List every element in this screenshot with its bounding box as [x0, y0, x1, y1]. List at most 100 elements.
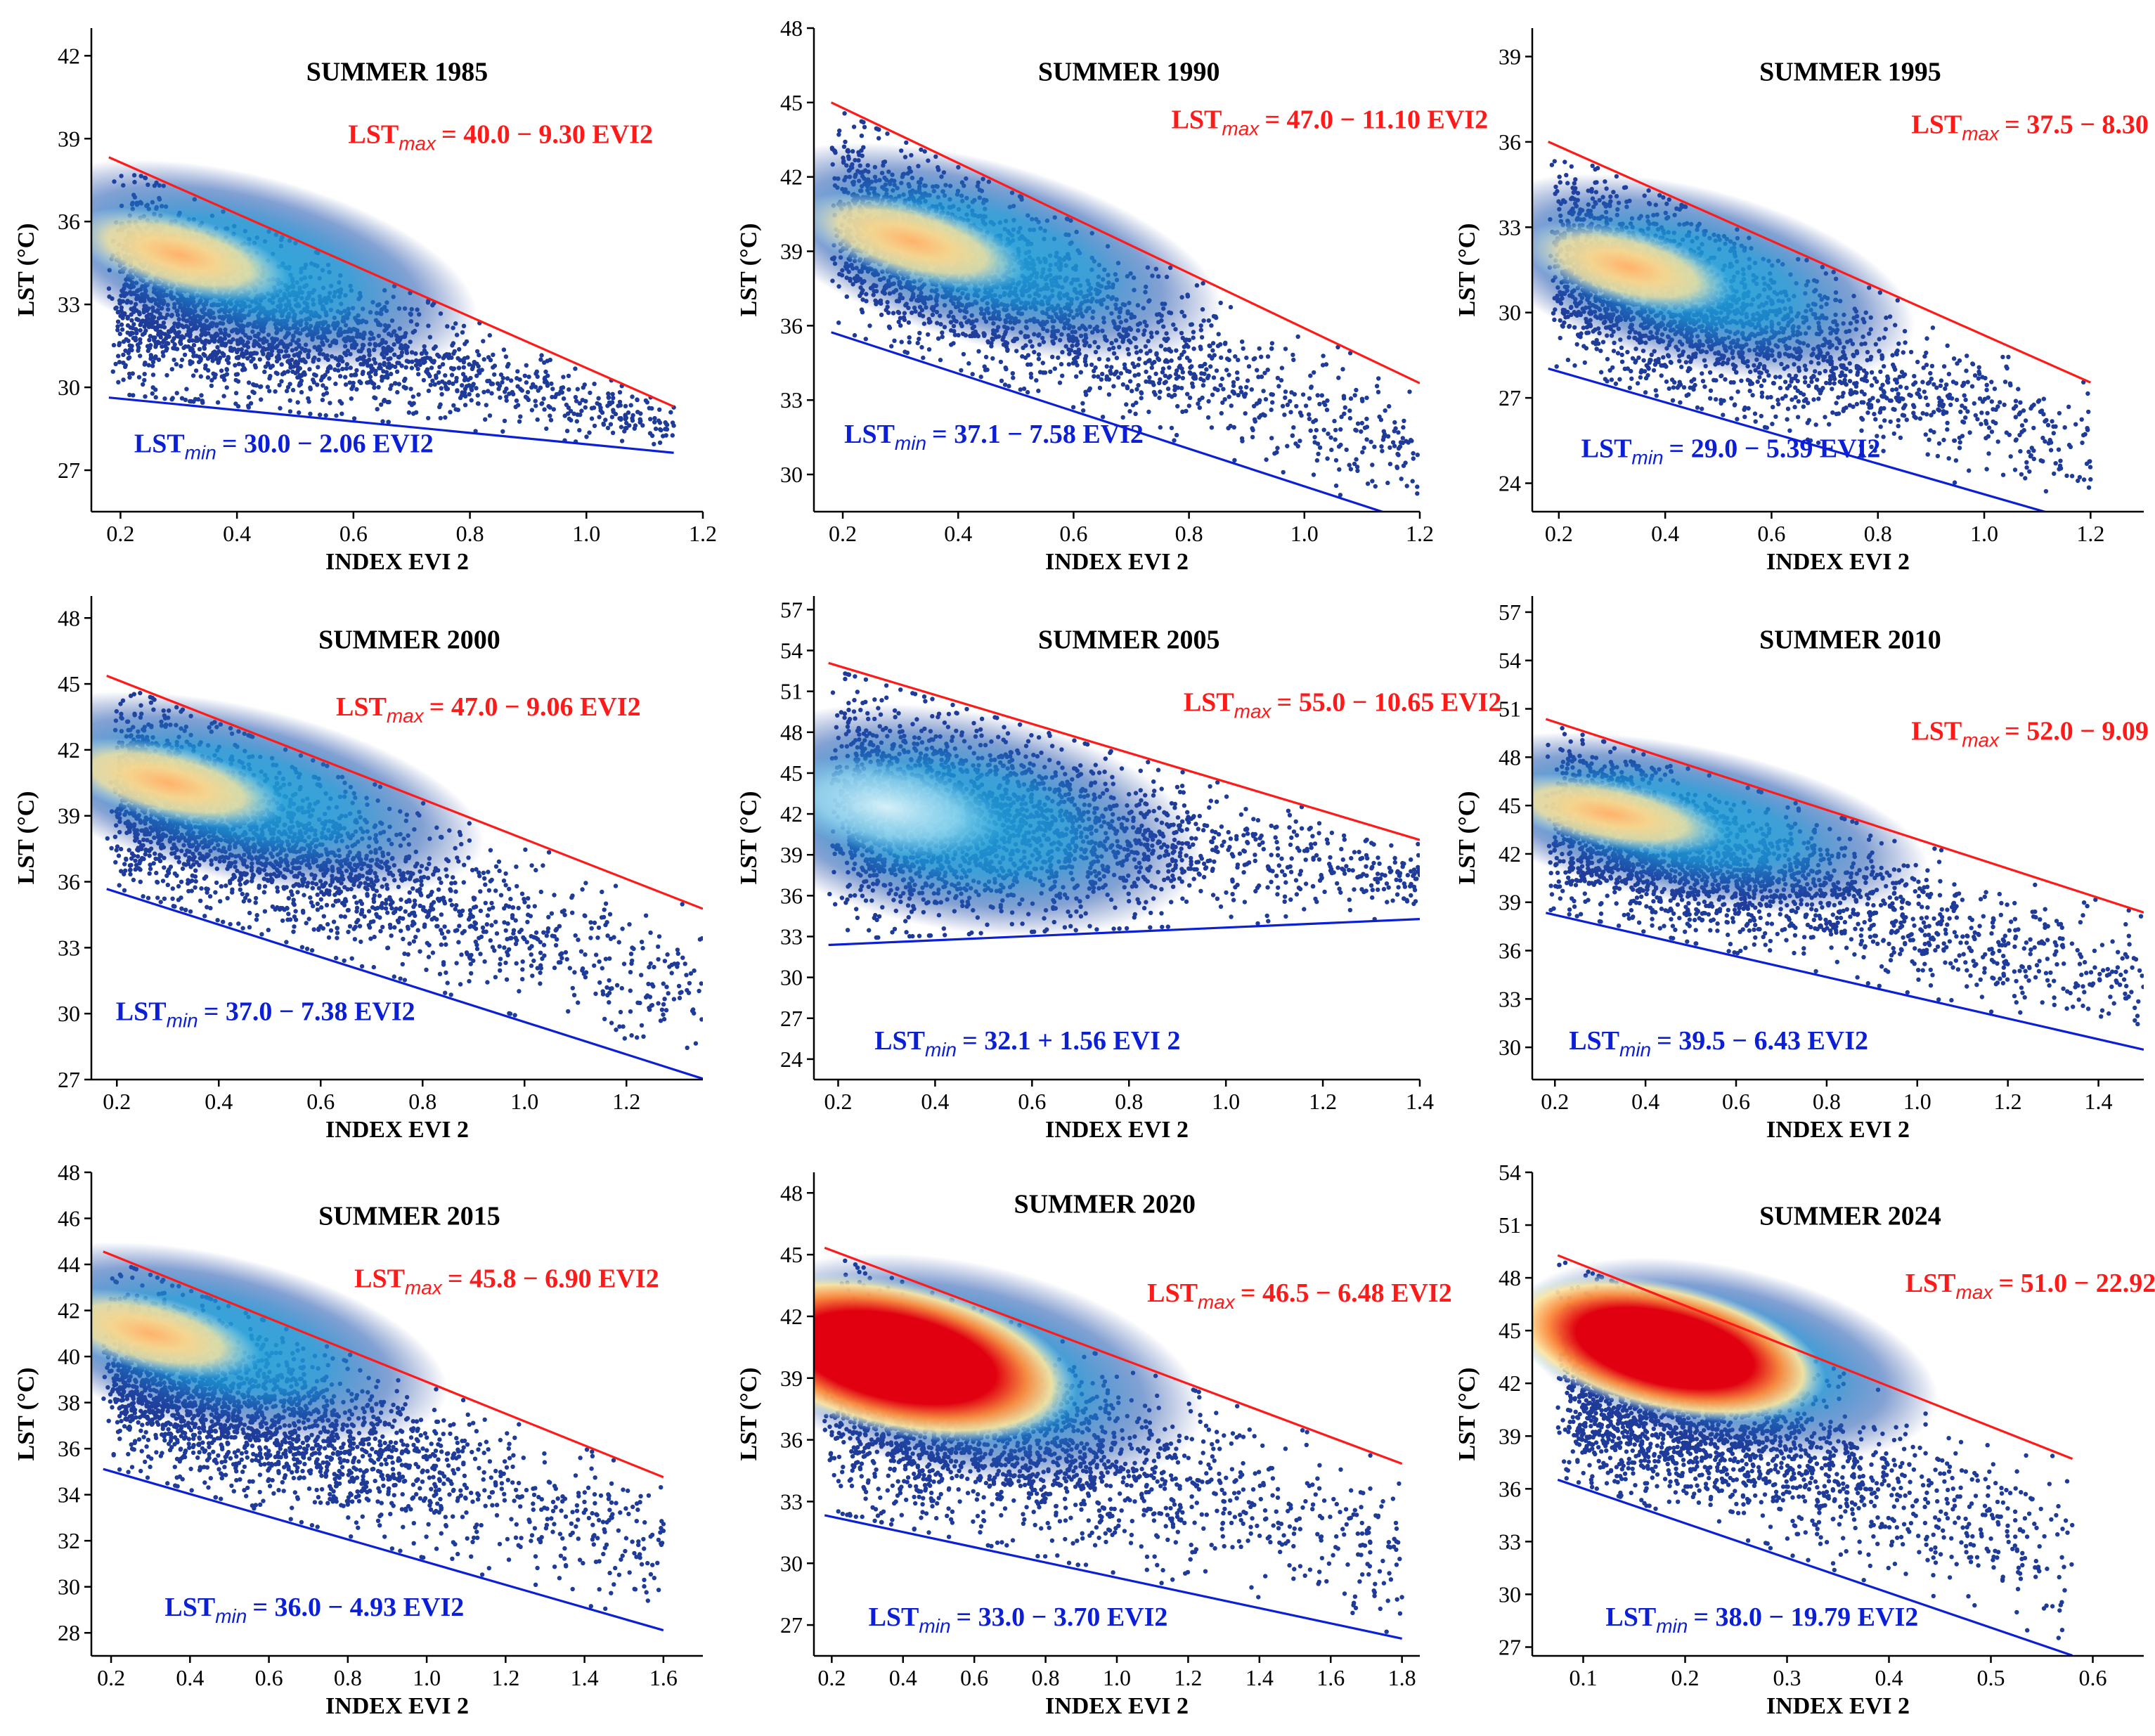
scatter-point: [536, 388, 541, 393]
scatter-point: [1222, 397, 1227, 402]
scatter-point: [409, 365, 415, 370]
scatter-point: [127, 375, 132, 380]
panel-title: SUMMER 1985: [306, 58, 488, 87]
scatter-point: [1207, 343, 1212, 348]
scatter-point: [1370, 462, 1375, 467]
scatter-point: [1376, 376, 1381, 381]
scatter-point: [190, 373, 196, 378]
scatter-point: [214, 353, 219, 358]
scatter-point: [277, 382, 282, 388]
scatter-point: [898, 323, 903, 328]
scatter-point: [611, 396, 616, 401]
scatter-point: [592, 382, 597, 387]
scatter-point: [861, 119, 866, 125]
scatter-point: [619, 417, 623, 422]
scatter-point: [1337, 467, 1342, 472]
scatter-point: [313, 373, 318, 378]
scatter-point: [178, 339, 183, 345]
scatter-point: [926, 332, 931, 337]
scatter-point: [610, 391, 615, 396]
scatter-point: [437, 365, 442, 370]
scatter-point: [502, 418, 507, 423]
scatter-point: [449, 373, 455, 377]
scatter-point: [115, 319, 121, 324]
scatter-point: [1231, 425, 1237, 430]
scatter-point: [241, 365, 247, 371]
scatter-point: [113, 361, 118, 367]
scatter-point: [1220, 400, 1225, 406]
scatter-point: [426, 415, 431, 421]
scatter-point: [1385, 480, 1390, 486]
scatter-point: [1291, 425, 1296, 430]
scatter-point: [121, 352, 126, 357]
scatter-point: [115, 324, 120, 329]
scatter-point: [1362, 425, 1368, 430]
scatter-point: [1411, 451, 1416, 456]
scatter-point: [1335, 344, 1340, 350]
scatter-point: [1199, 371, 1204, 376]
scatter-point: [483, 417, 488, 422]
scatter-point: [432, 382, 437, 387]
scatter-point: [117, 360, 122, 365]
scatter-point: [529, 385, 534, 390]
scatter-point: [446, 380, 452, 384]
scatter-point: [1208, 364, 1213, 369]
scatter-point: [111, 342, 117, 348]
scatter-point: [200, 399, 205, 403]
scatter-point: [1120, 382, 1126, 387]
scatter-point: [130, 371, 135, 376]
scatter-point: [529, 408, 535, 413]
scatter-point: [1328, 435, 1333, 440]
scatter-point: [1368, 439, 1373, 444]
scatter-point: [171, 346, 176, 351]
scatter-point: [205, 375, 211, 380]
scatter-point: [134, 327, 138, 332]
scatter-point: [462, 390, 467, 395]
scatter-point: [505, 376, 510, 381]
scatter-point: [1297, 410, 1303, 415]
scatter-point: [904, 140, 909, 145]
scatter-point: [1149, 365, 1155, 370]
scatter-point: [1254, 401, 1260, 406]
scatter-point: [588, 390, 593, 396]
scatter-point: [1379, 444, 1384, 449]
scatter-point: [233, 401, 238, 406]
scatter-point: [1288, 399, 1293, 404]
scatter-point: [380, 376, 385, 381]
scatter-point: [543, 379, 548, 384]
scatter-point: [295, 400, 300, 405]
scatter-point: [150, 391, 155, 396]
scatter-point: [1314, 458, 1320, 463]
scatter-point: [373, 372, 378, 377]
scatter-point: [121, 361, 126, 365]
scatter-point: [664, 427, 670, 432]
scatter-point: [936, 336, 941, 341]
scatter-point: [1048, 369, 1053, 375]
scatter-point: [169, 397, 174, 402]
scatter-point: [164, 373, 169, 378]
scatter-point: [1307, 416, 1312, 422]
scatter-point: [1042, 370, 1048, 375]
x-tick-label: 0.4: [223, 521, 251, 546]
scatter-point: [1352, 393, 1357, 398]
scatter-point: [153, 387, 158, 392]
scatter-point: [321, 392, 326, 397]
scatter-point: [299, 378, 304, 384]
scatter-point: [486, 378, 492, 384]
scatter-point: [297, 375, 302, 380]
scatter-point: [1309, 384, 1314, 389]
scatter-point: [267, 376, 272, 381]
scatter-point: [328, 401, 332, 406]
scatter-point: [451, 351, 456, 356]
scatter-point: [1157, 395, 1162, 401]
scatter-point: [983, 354, 989, 360]
scatter-point: [907, 339, 912, 345]
scatter-point: [460, 383, 465, 388]
scatter-point: [1118, 371, 1124, 376]
scatter-point: [121, 377, 126, 382]
x-tick-label: 0.2: [106, 521, 134, 546]
scatter-point: [1249, 387, 1255, 392]
scatter-point: [440, 362, 446, 367]
scatter-point: [1224, 368, 1229, 373]
scatter-point: [481, 357, 486, 362]
